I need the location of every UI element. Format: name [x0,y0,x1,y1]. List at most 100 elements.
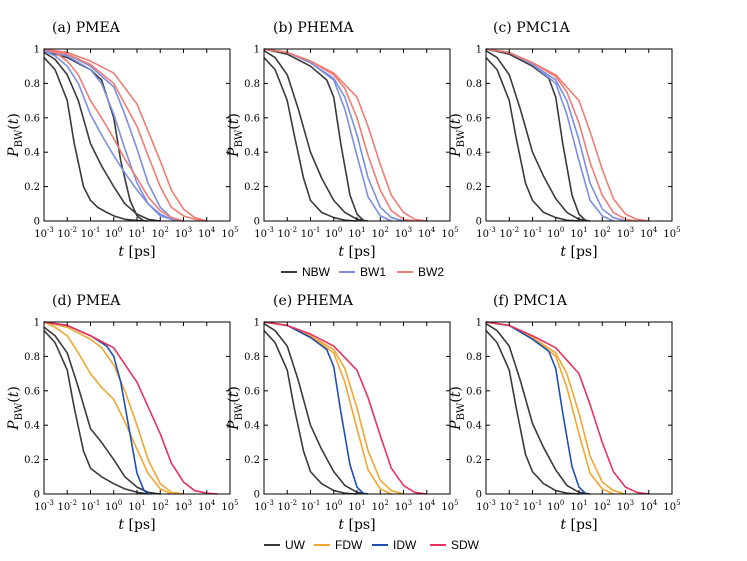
series-line-uw [263,330,358,495]
series-line-bw1 [43,49,184,222]
x-tick-label: 104 [198,226,216,240]
series-line-bw2 [43,48,207,222]
series-line-bw1 [43,48,184,222]
legend-label: UW [285,538,306,552]
y-tick-label: 0.8 [244,79,260,90]
x-tick-label: 10-2 [277,499,297,513]
x-axis-label: t [ps] [118,244,155,260]
y-tick-label: 0.8 [24,79,40,90]
x-tick-label: 104 [418,226,436,240]
y-tick-label: 0.6 [24,386,40,397]
series-line-fdw [485,321,614,495]
y-tick-label: 0.8 [466,352,482,363]
x-tick-label: 10-3 [34,226,54,240]
panel-title: (f) PMC1A [493,293,568,309]
x-tick-label: 103 [395,499,412,513]
series-line-bw1 [43,49,184,222]
y-tick-label: 0 [34,217,40,228]
x-tick-label: 105 [221,226,238,240]
legend-item-idw: IDW [372,538,417,552]
x-tick-label: 102 [594,499,611,513]
y-tick-label: 0.2 [24,182,40,193]
x-tick-label: 100 [105,499,122,513]
legend-row1: NBW BW1 BW2 [281,265,444,279]
x-tick-label: 102 [594,226,611,240]
x-axis-label: t [ps] [560,244,597,260]
plot-frame [43,321,231,495]
y-tick-label: 0.4 [24,421,40,432]
x-tick-label: 105 [663,499,680,513]
y-axis-label: PBW(t) [226,386,245,431]
panel-3: (c) PMC1A 10-3 10-2 10-1 100 101 102 103 104 105 0… [448,20,681,260]
x-tick-label: 100 [547,226,564,240]
series-line-nbw [485,50,591,222]
legend-item-nbw: NBW [281,265,331,279]
x-tick-label: 103 [617,499,634,513]
y-tick-label: 0.4 [466,421,482,432]
x-tick-label: 102 [152,226,169,240]
x-tick-label: 103 [395,226,412,240]
x-tick-label: 100 [105,226,122,240]
series-line-sdw [263,321,427,495]
y-tick-label: 0.2 [244,455,260,466]
series-line-uw [263,323,369,495]
legend-item-bw2: BW2 [397,265,444,279]
x-tick-label: 10-2 [277,226,297,240]
legend-item-uw: UW [264,538,306,552]
panel-6: (f) PMC1A 10-3 10-2 10-1 100 101 102 103 104 105 0… [448,293,681,533]
panel-title: (b) PHEMA [273,20,355,36]
series-line-nbw [485,48,587,222]
x-tick-label: 102 [372,226,389,240]
y-tick-label: 1 [476,45,482,56]
legend-label: FDW [335,538,363,552]
x-tick-label: 103 [175,499,192,513]
series-line-bw1 [263,48,404,222]
plot-frame [485,321,673,495]
y-tick-label: 0.8 [24,352,40,363]
panel-4: (d) PMEA 10-3 10-2 10-1 100 101 102 103 104 105 0 0… [6,293,239,533]
x-tick-label: 101 [570,499,587,513]
y-tick-label: 0.2 [466,455,482,466]
y-tick-label: 0.2 [466,182,482,193]
x-tick-label: 10-1 [301,499,321,513]
x-tick-label: 10-1 [523,499,543,513]
y-tick-label: 0.6 [24,113,40,124]
legend-row2: UW FDW IDW SDW [264,538,480,552]
x-axis-label: t [ps] [338,244,375,260]
y-axis-label: PBW(t) [226,113,245,158]
series-line-bw1 [485,48,614,222]
x-tick-label: 10-2 [499,226,519,240]
panel-2: (b) PHEMA 10-3 10-2 10-1 100 101 102 103 104 105 0… [226,20,459,260]
x-tick-label: 101 [128,499,145,513]
legend-item-sdw: SDW [430,538,480,552]
x-tick-label: 101 [570,226,587,240]
series-line-bw2 [43,48,184,222]
panel-5: (e) PHEMA 10-3 10-2 10-1 100 101 102 103 104 105 0… [226,293,459,533]
x-tick-label: 10-2 [57,499,77,513]
series-line-idw [485,321,587,495]
y-tick-label: 1 [34,318,40,329]
x-tick-label: 105 [221,499,238,513]
panel-title: (e) PHEMA [273,293,354,309]
x-tick-label: 10-3 [476,499,496,513]
x-tick-label: 103 [175,226,192,240]
panel-title: (c) PMC1A [493,20,571,36]
x-tick-label: 101 [128,226,145,240]
y-axis-label: PBW(t) [448,113,467,158]
x-axis-label: t [ps] [560,517,597,533]
y-tick-label: 0.6 [244,113,260,124]
y-tick-label: 1 [254,318,260,329]
y-tick-label: 0.2 [24,455,40,466]
series-line-idw [43,321,149,495]
legend-item-fdw: FDW [314,538,363,552]
y-tick-label: 0 [254,217,260,228]
series-line-nbw [263,50,369,222]
x-tick-label: 105 [441,226,458,240]
y-tick-label: 0 [254,490,260,501]
x-tick-label: 100 [325,499,342,513]
y-tick-label: 0.6 [466,113,482,124]
legend-label: SDW [451,538,480,552]
legend-label: IDW [393,538,417,552]
x-tick-label: 10-1 [523,226,543,240]
y-tick-label: 0.2 [244,182,260,193]
